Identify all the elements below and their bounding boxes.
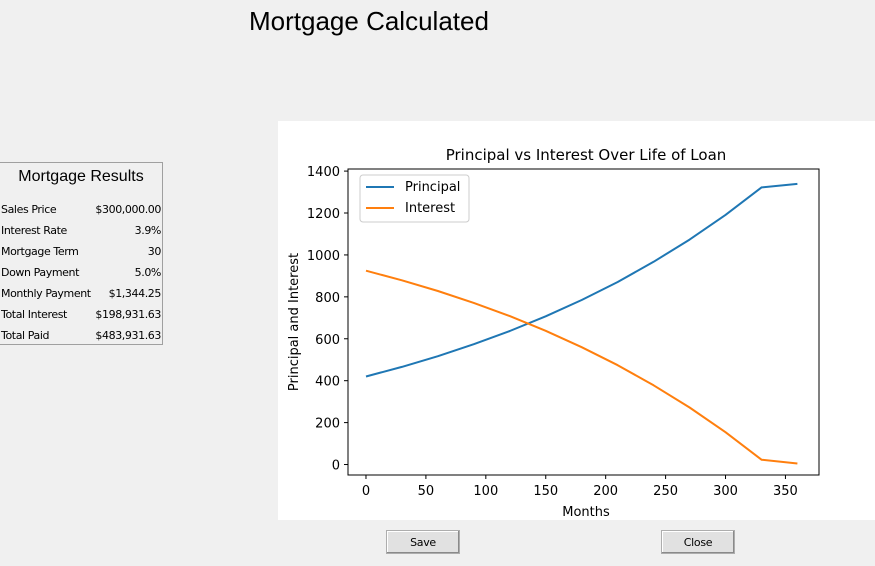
y-tick-label: 1200 [307,207,340,222]
y-tick-label: 400 [315,375,340,390]
y-tick-label: 800 [315,291,340,306]
results-label: Mortgage Term [1,245,79,258]
x-tick-label: 50 [418,484,435,499]
chart-area: Principal vs Interest Over Life of Loan … [278,121,875,520]
save-button[interactable]: Save [386,530,460,554]
x-tick-label: 200 [593,484,618,499]
results-label: Total Paid [1,329,50,342]
series-line-principal [365,182,798,378]
legend-label-interest: Interest [405,201,455,216]
results-value: 3.9% [134,224,162,237]
results-value: $198,931.63 [95,308,161,321]
mortgage-results-panel: Mortgage Results Sales Price $300,000.00… [0,162,163,345]
x-tick-label: 250 [653,484,678,499]
results-value: 30 [147,245,162,258]
results-row-down-payment: Down Payment 5.0% [1,265,161,281]
results-value: $300,000.00 [95,203,161,216]
results-row-total-interest: Total Interest $198,931.63 [1,307,161,323]
chart-legend: Principal Interest [359,174,470,223]
results-label: Down Payment [1,266,80,279]
x-tick-label: 350 [773,484,798,499]
y-tick-label: 0 [332,459,340,474]
y-tick-label: 200 [315,417,340,432]
results-value: $483,931.63 [95,329,161,342]
results-row-interest-rate: Interest Rate 3.9% [1,223,161,239]
results-label: Total Interest [1,308,67,321]
plot-frame [347,168,820,476]
x-axis-label: Months [562,505,610,520]
results-row-mortgage-term: Mortgage Term 30 [1,244,161,260]
x-tick-label: 300 [713,484,738,499]
results-title: Mortgage Results [18,168,144,185]
y-tick-label: 600 [315,333,340,348]
results-value: 5.0% [134,266,162,279]
x-tick-label: 150 [533,484,558,499]
chart-title: Principal vs Interest Over Life of Loan [446,146,727,164]
results-value: $1,344.25 [108,287,162,300]
principal-interest-chart: Principal vs Interest Over Life of Loan … [287,146,820,520]
y-axis-label: Principal and Interest [287,253,302,391]
page-title: Mortgage Calculated [249,6,489,36]
series-line-interest [365,269,798,465]
legend-label-principal: Principal [405,180,460,195]
results-row-total-paid: Total Paid $483,931.63 [1,328,161,344]
results-row-sales-price: Sales Price $300,000.00 [1,202,161,218]
results-label: Sales Price [1,203,57,216]
y-tick-label: 1400 [307,165,340,180]
results-row-monthly-payment: Monthly Payment $1,344.25 [1,286,161,302]
results-label: Interest Rate [1,224,67,237]
close-button[interactable]: Close [661,530,735,554]
results-label: Monthly Payment [1,287,91,300]
x-tick-label: 100 [473,484,498,499]
y-tick-label: 1000 [307,249,340,264]
x-tick-label: 0 [362,484,370,499]
